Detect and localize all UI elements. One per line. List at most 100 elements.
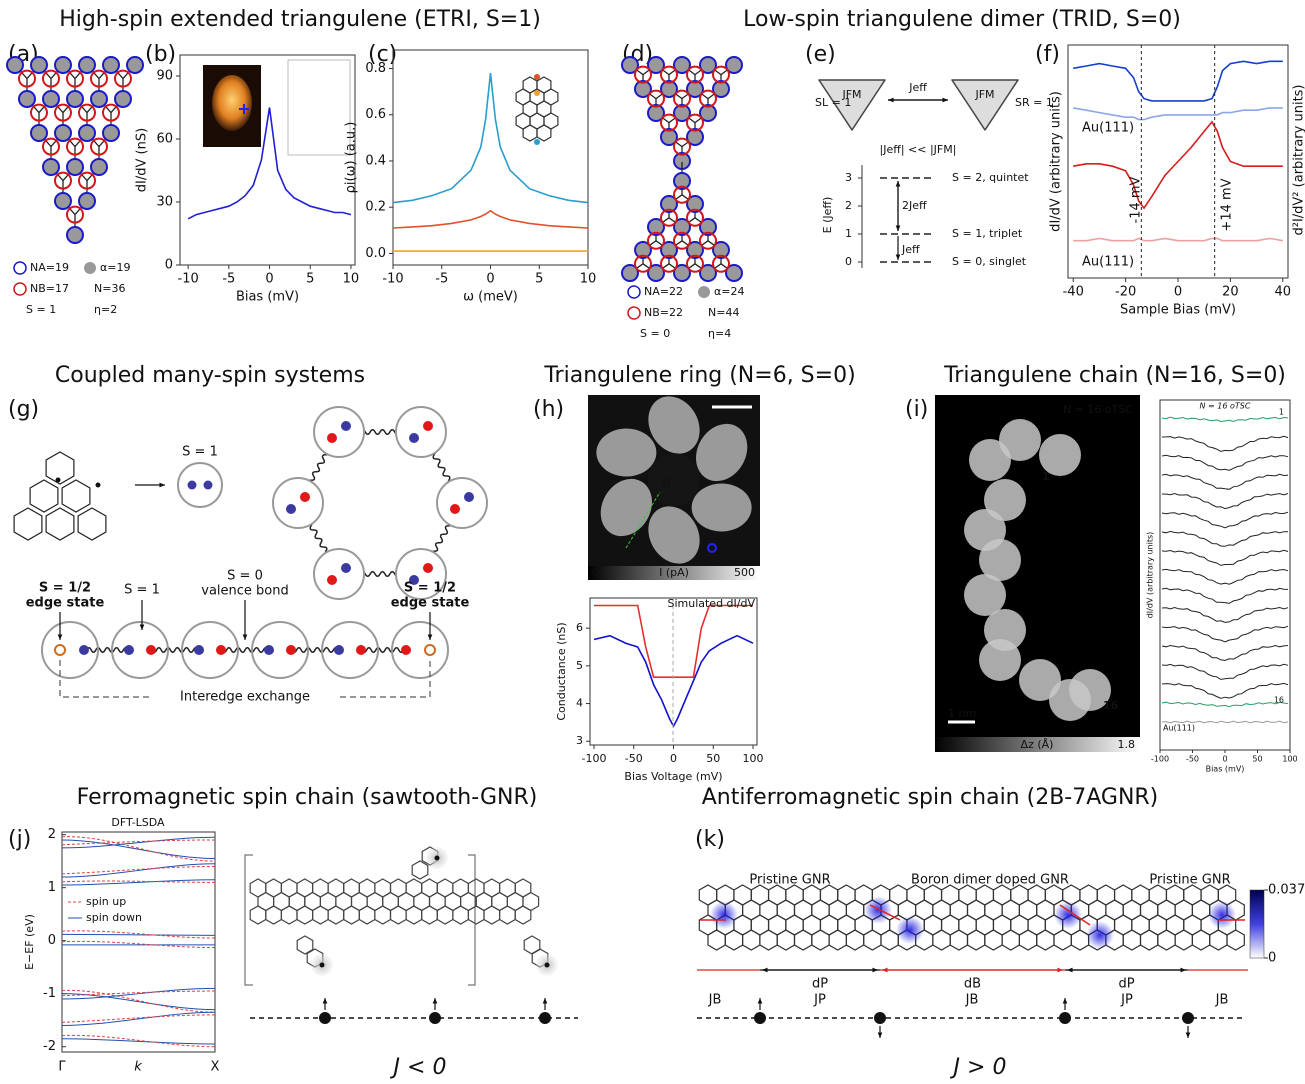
- plot-frame: [392, 49, 589, 266]
- x-tick-label: 0: [1174, 285, 1182, 300]
- section-title: Triangulene ring (N=6, S=0): [543, 363, 855, 388]
- label: edge state: [26, 596, 105, 611]
- b-site: [54, 103, 72, 122]
- spin: [203, 480, 213, 490]
- edge-spin: [424, 644, 436, 656]
- spin-site: [321, 621, 379, 679]
- label: valence bond: [201, 584, 288, 599]
- a-site: [686, 80, 704, 98]
- a-site: [647, 56, 665, 74]
- a-site: [634, 241, 652, 259]
- label: Au(111): [1082, 255, 1134, 270]
- spectrum: [1161, 473, 1289, 490]
- label: 16: [1274, 696, 1284, 705]
- arrow-head: [877, 1032, 883, 1038]
- x-tick-label: k: [134, 1060, 142, 1075]
- label: S = 1: [124, 583, 160, 598]
- spin-site: [539, 1012, 551, 1024]
- spin-density: [896, 916, 924, 944]
- hexagon: [1191, 929, 1211, 951]
- label: |Jeff| << |JFM|: [880, 143, 957, 156]
- b-site: [90, 137, 108, 156]
- spin-site: [181, 621, 239, 679]
- x-tick-label: 0: [265, 272, 273, 287]
- spin-site: [429, 1012, 441, 1024]
- panel-label: (i): [905, 397, 928, 422]
- hexagon: [707, 929, 726, 951]
- b-site: [78, 103, 96, 122]
- label: A: [622, 549, 631, 564]
- site-dot: [534, 90, 540, 96]
- hexagon: [1036, 929, 1055, 951]
- spin-site: [251, 621, 309, 679]
- data-line: [1073, 107, 1283, 121]
- spin: [450, 504, 460, 514]
- a-site: [673, 264, 691, 282]
- coupling-label: JB: [708, 993, 722, 1008]
- a-site: [673, 56, 691, 74]
- band: [61, 1038, 216, 1045]
- legend-icon: [84, 262, 96, 274]
- a-site: [647, 104, 665, 122]
- x-tick-label: -5: [435, 272, 448, 287]
- stm-unit: [984, 479, 1026, 521]
- data-line: [1073, 60, 1283, 102]
- b-site: [660, 208, 678, 227]
- label: 1: [1279, 408, 1284, 417]
- spin-site: [111, 621, 169, 679]
- arrow-head: [1185, 1032, 1191, 1038]
- legend-icon: [698, 286, 710, 298]
- a-site: [18, 90, 36, 108]
- label: SL = 1: [815, 96, 851, 109]
- hexagon: [312, 905, 329, 925]
- label: 2Jeff: [902, 199, 927, 212]
- section-title: Antiferromagnetic spin chain (2B-7AGNR): [702, 785, 1159, 810]
- spin: [423, 563, 433, 574]
- spin: [409, 432, 419, 443]
- y-tick-label: 4: [576, 697, 583, 710]
- a-site: [712, 80, 730, 98]
- legend-icon: [13, 261, 27, 275]
- radical: [319, 962, 325, 968]
- panel-label: (k): [695, 827, 725, 852]
- hexagon: [1001, 929, 1021, 951]
- band: [61, 836, 216, 862]
- band: [61, 993, 216, 1011]
- hexagon: [389, 905, 407, 925]
- y-tick-label: 3: [845, 171, 852, 184]
- spin: [409, 575, 419, 586]
- label: -14 mV: [1129, 176, 1144, 223]
- hexagon: [358, 905, 376, 925]
- band: [61, 839, 216, 846]
- x-tick-label: -10: [382, 272, 403, 287]
- colorbar: [588, 566, 760, 580]
- stm-lobe: [691, 483, 752, 532]
- spin: [124, 645, 134, 655]
- label: NA=22: [644, 285, 683, 298]
- spin: [300, 492, 310, 502]
- spectrum: [1161, 587, 1289, 604]
- spectrum: [1161, 701, 1289, 708]
- spin: [341, 420, 351, 431]
- x-tick-label: 0: [1222, 755, 1227, 764]
- stm-unit: [1019, 659, 1061, 701]
- x-axis-label: Sample Bias (mV): [1120, 303, 1236, 318]
- state-label: S = 1, triplet: [952, 227, 1023, 240]
- spin-density: [864, 896, 892, 924]
- label: NA=19: [30, 261, 69, 274]
- site-dot: [534, 74, 540, 80]
- a-site: [90, 90, 108, 108]
- hexagon: [1018, 929, 1038, 951]
- hexagon: [1139, 929, 1159, 951]
- a-site: [42, 158, 60, 176]
- y-tick-label: 3: [576, 734, 583, 747]
- a-site: [725, 264, 743, 282]
- hexagon: [1053, 929, 1072, 951]
- colorbar-label: 0: [1268, 951, 1276, 966]
- spectrum: [1161, 568, 1289, 585]
- arrow-head: [542, 998, 548, 1004]
- b-site: [114, 69, 132, 88]
- label: η=2: [94, 303, 117, 316]
- section-title: Triangulene chain (N=16, S=0): [943, 363, 1286, 388]
- y-tick-label: 0.0: [365, 246, 386, 261]
